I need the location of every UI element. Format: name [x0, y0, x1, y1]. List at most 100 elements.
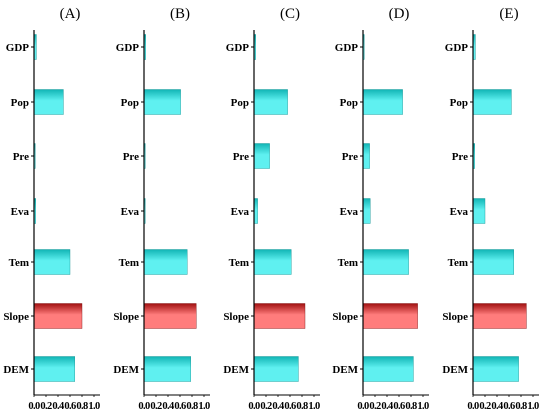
category-label-gdp: GDP	[335, 42, 359, 54]
category-label-gdp: GDP	[116, 42, 140, 54]
category-label-eva: Eva	[121, 206, 140, 218]
x-tick-label: 0.4	[381, 401, 394, 412]
panel-c: (C) GDP Pop Pre Eva Tem Slope DEM 0.0 0.2 0.4 0.6 0.…	[223, 6, 320, 412]
panel-title: (B)	[170, 6, 190, 22]
bar-tem	[362, 249, 409, 275]
x-tick-label: 1.0	[527, 401, 539, 412]
x-tick-label: 0.2	[260, 401, 272, 412]
x-tick-label: 0.0	[357, 401, 369, 412]
category-label-pre: Pre	[452, 151, 468, 163]
category-label-tem: Tem	[338, 257, 358, 269]
x-tick-label: 0.6	[174, 401, 186, 412]
x-tick-label: 1.0	[198, 401, 210, 412]
bar-slope	[253, 303, 306, 329]
bar-dem	[33, 356, 75, 382]
category-label-dem: DEM	[442, 364, 468, 376]
x-tick-label: 0.8	[76, 401, 88, 412]
category-label-tem: Tem	[448, 257, 468, 269]
bar-pop	[33, 89, 64, 115]
bar-tem	[253, 249, 292, 275]
bar-pop	[362, 89, 403, 115]
category-label-gdp: GDP	[6, 42, 30, 54]
x-tick-label: 0.8	[186, 401, 198, 412]
x-tick-label: 0.4	[491, 401, 504, 412]
category-label-eva: Eva	[450, 206, 469, 218]
category-label-pre: Pre	[342, 151, 358, 163]
x-tick-label: 0.0	[28, 401, 40, 412]
category-label-pre: Pre	[123, 151, 139, 163]
panel-e: (E) GDP Pop Pre Eva Tem Slope DEM 0.0 0.2 0.4 0.6 0.…	[442, 6, 539, 412]
panel-title: (D)	[389, 6, 410, 22]
bar-slope	[472, 303, 527, 329]
category-label-dem: DEM	[3, 364, 29, 376]
x-tick-label: 0.8	[405, 401, 417, 412]
category-label-pop: Pop	[231, 97, 249, 109]
x-tick-label: 0.6	[393, 401, 405, 412]
panel-b: (B) GDP Pop Pre Eva Tem Slope DEM 0.0 0.2 0.4 0.6 0.…	[113, 6, 210, 412]
x-tick-label: 0.0	[248, 401, 260, 412]
bar-pop	[253, 89, 288, 115]
category-label-gdp: GDP	[226, 42, 250, 54]
x-tick-label: 1.0	[308, 401, 320, 412]
x-tick-label: 0.4	[272, 401, 285, 412]
bar-slope	[33, 303, 83, 329]
bar-tem	[33, 249, 71, 275]
category-label-tem: Tem	[119, 257, 139, 269]
category-label-eva: Eva	[11, 206, 30, 218]
bar-pre	[362, 143, 370, 169]
x-tick-label: 0.8	[515, 401, 527, 412]
bar-pop	[143, 89, 181, 115]
category-label-pop: Pop	[121, 97, 139, 109]
category-label-pop: Pop	[11, 97, 29, 109]
category-label-dem: DEM	[223, 364, 249, 376]
panel-d: (D) GDP Pop Pre Eva Tem Slope DEM 0.0 0.2 0.4 0.6 0.…	[332, 6, 429, 412]
x-tick-label: 0.8	[296, 401, 308, 412]
category-label-tem: Tem	[229, 257, 249, 269]
bar-tem	[143, 249, 188, 275]
bar-eva	[362, 198, 371, 224]
bar-dem	[362, 356, 414, 382]
x-tick-label: 0.2	[150, 401, 162, 412]
x-tick-label: 0.6	[284, 401, 296, 412]
bar-slope	[362, 303, 418, 329]
bar-eva	[472, 198, 486, 224]
category-label-pop: Pop	[450, 97, 468, 109]
category-label-pop: Pop	[340, 97, 358, 109]
bar-pre	[253, 143, 270, 169]
bar-dem	[472, 356, 519, 382]
category-label-dem: DEM	[113, 364, 139, 376]
x-tick-label: 0.0	[467, 401, 479, 412]
category-label-eva: Eva	[231, 206, 250, 218]
category-label-pre: Pre	[13, 151, 29, 163]
x-tick-label: 1.0	[417, 401, 429, 412]
x-tick-label: 0.4	[162, 401, 175, 412]
bar-dem	[143, 356, 191, 382]
category-label-slope: Slope	[442, 311, 468, 323]
category-label-slope: Slope	[3, 311, 29, 323]
x-tick-label: 0.6	[64, 401, 76, 412]
category-label-gdp: GDP	[445, 42, 469, 54]
panel-title: (C)	[280, 6, 300, 22]
category-label-slope: Slope	[332, 311, 358, 323]
panel-title: (E)	[499, 6, 518, 22]
bar-dem	[253, 356, 299, 382]
category-label-eva: Eva	[340, 206, 359, 218]
bar-tem	[472, 249, 514, 275]
x-tick-label: 0.2	[479, 401, 491, 412]
x-tick-label: 0.6	[503, 401, 515, 412]
x-tick-label: 0.4	[52, 401, 65, 412]
category-label-pre: Pre	[233, 151, 249, 163]
x-tick-label: 1.0	[88, 401, 100, 412]
category-label-dem: DEM	[332, 364, 358, 376]
category-label-slope: Slope	[113, 311, 139, 323]
x-tick-label: 0.2	[369, 401, 381, 412]
x-tick-label: 0.0	[138, 401, 150, 412]
x-tick-label: 0.2	[40, 401, 52, 412]
category-label-slope: Slope	[223, 311, 249, 323]
panel-title: (A)	[60, 6, 81, 22]
category-label-tem: Tem	[9, 257, 29, 269]
panel-a: (A) GDP Pop Pre Eva Tem Slope DEM 0.0 0.2 0.4 0.6 0.…	[3, 6, 100, 412]
bar-pop	[472, 89, 512, 115]
bar-slope	[143, 303, 197, 329]
